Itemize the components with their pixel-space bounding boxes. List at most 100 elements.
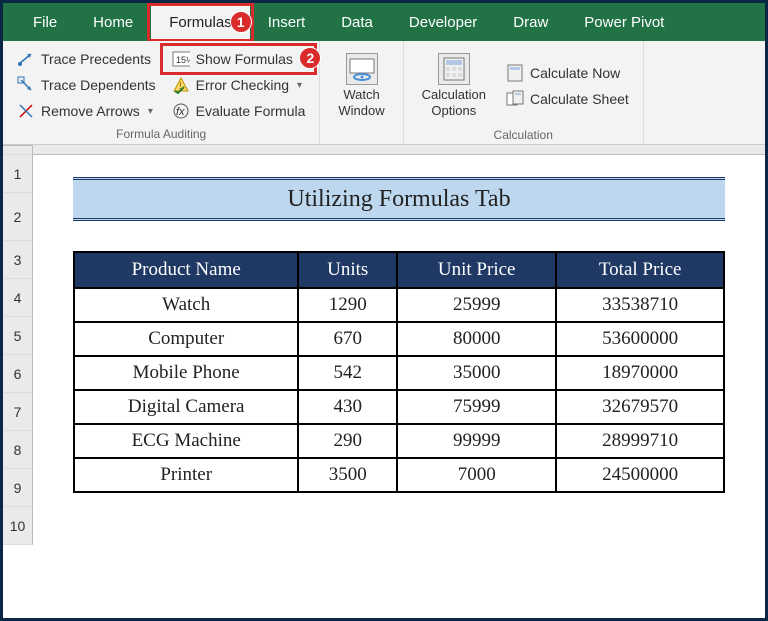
trace-precedents-icon (17, 50, 35, 68)
column-headers-strip (33, 145, 765, 155)
evaluate-formula-label: Evaluate Formula (196, 103, 306, 119)
calculate-now-label: Calculate Now (530, 65, 620, 81)
row-header[interactable]: 4 (3, 279, 33, 317)
table-cell[interactable]: 35000 (397, 356, 556, 390)
row-header[interactable]: 9 (3, 469, 33, 507)
calculation-options-button[interactable]: Calculation Options (412, 47, 496, 124)
row-header[interactable]: 2 (3, 193, 33, 241)
row-headers: 1 2 3 4 5 6 7 8 9 10 (3, 145, 33, 545)
table-cell[interactable]: 53600000 (556, 322, 724, 356)
table-row[interactable]: Watch12902599933538710 (74, 288, 724, 322)
calculate-now-button[interactable]: Calculate Now (500, 61, 635, 85)
table-row[interactable]: Printer3500700024500000 (74, 458, 724, 492)
watch-window-label: Watch Window (338, 87, 384, 118)
show-formulas-button[interactable]: 15¼ Show Formulas 2 (166, 47, 312, 71)
row-header[interactable]: 6 (3, 355, 33, 393)
calculate-sheet-label: Calculate Sheet (530, 91, 629, 107)
table-row[interactable]: Computer6708000053600000 (74, 322, 724, 356)
remove-arrows-button[interactable]: Remove Arrows ▾ (11, 99, 162, 123)
remove-arrows-label: Remove Arrows (41, 103, 140, 119)
trace-dependents-label: Trace Dependents (41, 77, 156, 93)
error-checking-label: Error Checking (196, 77, 289, 93)
col-units: Units (298, 252, 397, 288)
calculation-options-label: Calculation Options (422, 87, 486, 118)
table-cell[interactable]: 1290 (298, 288, 397, 322)
trace-precedents-button[interactable]: Trace Precedents (11, 47, 162, 71)
table-cell[interactable]: 670 (298, 322, 397, 356)
table-row[interactable]: Digital Camera4307599932679570 (74, 390, 724, 424)
watch-window-icon (346, 53, 378, 85)
group-calculation: Calculation Options Calculate Now Calcul… (404, 41, 644, 144)
col-totalprice: Total Price (556, 252, 724, 288)
group-label-calculation: Calculation (412, 128, 635, 142)
tab-formulas[interactable]: Formulas 1 (151, 5, 250, 40)
callout-2: 2 (299, 47, 321, 69)
trace-dependents-icon (17, 76, 35, 94)
tab-draw[interactable]: Draw (495, 5, 566, 40)
error-checking-button[interactable]: ! Error Checking ▾ (166, 73, 312, 97)
error-checking-icon: ! (172, 76, 190, 94)
row-header[interactable]: 5 (3, 317, 33, 355)
table-cell[interactable]: 18970000 (556, 356, 724, 390)
table-cell[interactable]: 430 (298, 390, 397, 424)
watch-window-button[interactable]: Watch Window (328, 47, 394, 124)
table-cell[interactable]: Watch (74, 288, 298, 322)
group-label-auditing: Formula Auditing (11, 127, 311, 141)
row-header[interactable]: 3 (3, 241, 33, 279)
table-cell[interactable]: 25999 (397, 288, 556, 322)
show-formulas-label: Show Formulas (196, 51, 293, 67)
table-cell[interactable]: 33538710 (556, 288, 724, 322)
trace-dependents-button[interactable]: Trace Dependents (11, 73, 162, 97)
table-cell[interactable]: Mobile Phone (74, 356, 298, 390)
table-cell[interactable]: 32679570 (556, 390, 724, 424)
col-unitprice: Unit Price (397, 252, 556, 288)
table-cell[interactable]: Printer (74, 458, 298, 492)
worksheet: 1 2 3 4 5 6 7 8 9 10 Utilizing Formulas … (3, 145, 765, 545)
table-cell[interactable]: Computer (74, 322, 298, 356)
tab-powerpivot[interactable]: Power Pivot (566, 5, 682, 40)
tab-bar: File Home Formulas 1 Insert Data Develop… (3, 3, 765, 41)
table-cell[interactable]: Digital Camera (74, 390, 298, 424)
tab-insert[interactable]: Insert (250, 5, 324, 40)
row-header[interactable]: 7 (3, 393, 33, 431)
svg-text:fx: fx (176, 106, 185, 118)
table-cell[interactable]: 75999 (397, 390, 556, 424)
row-header[interactable]: 10 (3, 507, 33, 545)
tab-formulas-label: Formulas (169, 14, 232, 31)
trace-precedents-label: Trace Precedents (41, 51, 151, 67)
row-header[interactable]: 1 (3, 155, 33, 193)
tab-home[interactable]: Home (75, 5, 151, 40)
show-formulas-icon: 15¼ (172, 50, 190, 68)
tab-developer[interactable]: Developer (391, 5, 495, 40)
col-product: Product Name (74, 252, 298, 288)
calculate-sheet-button[interactable]: Calculate Sheet (500, 87, 635, 111)
cells-area[interactable]: Utilizing Formulas Tab Product Name Unit… (33, 145, 765, 545)
table-cell[interactable]: 80000 (397, 322, 556, 356)
ribbon: Trace Precedents Trace Dependents Remove… (3, 41, 765, 145)
table-cell[interactable]: 542 (298, 356, 397, 390)
product-table: Product Name Units Unit Price Total Pric… (73, 251, 725, 493)
table-cell[interactable]: 99999 (397, 424, 556, 458)
table-cell[interactable]: 3500 (298, 458, 397, 492)
table-row[interactable]: Mobile Phone5423500018970000 (74, 356, 724, 390)
sheet-title: Utilizing Formulas Tab (73, 177, 725, 221)
group-watch: Watch Window (320, 41, 403, 144)
table-cell[interactable]: 24500000 (556, 458, 724, 492)
calculation-options-icon (438, 53, 470, 85)
tab-file[interactable]: File (15, 5, 75, 40)
chevron-down-icon: ▾ (148, 106, 153, 117)
table-cell[interactable]: ECG Machine (74, 424, 298, 458)
table-cell[interactable]: 7000 (397, 458, 556, 492)
evaluate-formula-button[interactable]: fx Evaluate Formula (166, 99, 312, 123)
calculate-now-icon (506, 64, 524, 82)
table-cell[interactable]: 28999710 (556, 424, 724, 458)
remove-arrows-icon (17, 102, 35, 120)
table-cell[interactable]: 290 (298, 424, 397, 458)
table-row[interactable]: ECG Machine2909999928999710 (74, 424, 724, 458)
calculate-sheet-icon (506, 90, 524, 108)
corner-cell[interactable] (3, 145, 33, 155)
row-header[interactable]: 8 (3, 431, 33, 469)
chevron-down-icon: ▾ (297, 80, 302, 91)
evaluate-formula-icon: fx (172, 102, 190, 120)
tab-data[interactable]: Data (323, 5, 391, 40)
